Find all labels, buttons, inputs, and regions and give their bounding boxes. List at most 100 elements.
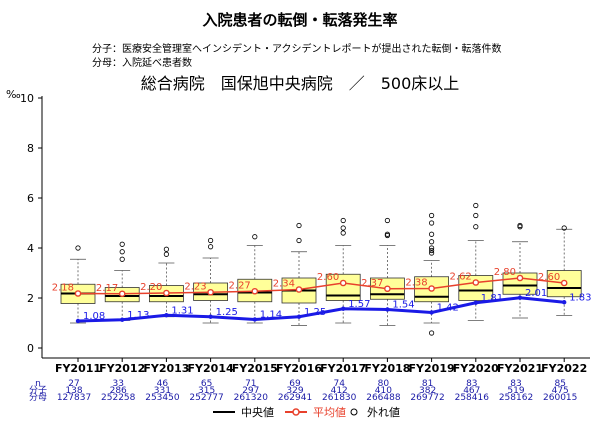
hospital-series-line bbox=[77, 296, 565, 323]
outlier-point bbox=[208, 237, 214, 244]
outlier-point bbox=[517, 222, 523, 229]
hospital-data-label: 1.13 bbox=[127, 310, 149, 321]
outlier-point bbox=[252, 234, 258, 240]
x-tick-label: FY2022 bbox=[541, 362, 587, 375]
mean-data-label: 2.37 bbox=[361, 278, 383, 289]
mean-point bbox=[428, 285, 435, 292]
legend-median-swatch bbox=[213, 411, 235, 413]
count-n-value: 71 bbox=[245, 379, 256, 389]
hospital-data-label: 1.83 bbox=[569, 292, 591, 303]
hospital-subtitle: 総合病院 国保旭中央病院 ／ 500床以上 bbox=[140, 74, 460, 93]
mean-data-label: 2.62 bbox=[450, 272, 472, 283]
x-tick-label: FY2012 bbox=[99, 362, 145, 375]
outlier-point bbox=[428, 250, 435, 256]
mean-data-label: 2.80 bbox=[494, 267, 516, 278]
count-n-value: 83 bbox=[466, 379, 477, 389]
outlier-point bbox=[119, 249, 125, 255]
x-tick-label: FY2017 bbox=[320, 362, 366, 375]
count-n-value: 81 bbox=[422, 379, 433, 389]
count-n-value: 69 bbox=[289, 379, 301, 389]
outlier-point bbox=[340, 225, 346, 231]
hospital-data-label: 1.14 bbox=[260, 310, 282, 321]
count-numerator-value: 382 bbox=[419, 386, 436, 396]
count-numerator-value: 286 bbox=[110, 386, 127, 396]
mean-data-label: 2.20 bbox=[140, 282, 162, 293]
x-tick-label: FY2018 bbox=[364, 362, 410, 375]
legend-item-median: 中央値 bbox=[213, 404, 274, 420]
mean-point bbox=[163, 289, 170, 297]
count-denominator-value: 258416 bbox=[455, 393, 490, 403]
y-tick-label: 8 bbox=[27, 142, 34, 155]
mean-data-label: 2.38 bbox=[405, 278, 427, 289]
outlier-point bbox=[473, 224, 479, 230]
mean-data-label: 2.60 bbox=[317, 272, 339, 283]
mean-point bbox=[339, 279, 347, 287]
hospital-point bbox=[517, 295, 523, 300]
outlier-point bbox=[340, 230, 346, 236]
count-denominator-label: 分母 bbox=[29, 392, 47, 403]
chart-title: 入院患者の転倒・転落発生率 bbox=[202, 11, 398, 29]
outlier-point bbox=[119, 241, 125, 247]
count-n-value: 65 bbox=[201, 379, 212, 389]
count-numerator-label: 分子 bbox=[29, 385, 47, 396]
count-n-value: 85 bbox=[554, 379, 565, 389]
y-tick-label: 10 bbox=[20, 92, 34, 105]
x-tick-label: FY2021 bbox=[497, 362, 543, 375]
outlier-point bbox=[119, 256, 125, 262]
hospital-point bbox=[429, 310, 434, 315]
hospital-point bbox=[562, 300, 567, 305]
count-denominator-value: 261320 bbox=[234, 393, 269, 403]
y-tick-label: 4 bbox=[27, 242, 34, 255]
outlier-point bbox=[296, 237, 302, 244]
mean-point bbox=[384, 285, 391, 293]
outlier-point bbox=[296, 222, 302, 229]
mean-data-label: 2.34 bbox=[273, 279, 295, 290]
mean-series-line bbox=[77, 277, 565, 295]
mean-point bbox=[74, 290, 82, 297]
count-n-label: n bbox=[35, 379, 41, 389]
count-denominator-value: 262941 bbox=[278, 393, 312, 403]
hospital-data-label: 1.25 bbox=[216, 307, 238, 318]
outlier-point bbox=[163, 251, 169, 257]
hospital-data-label: 1.57 bbox=[348, 299, 370, 310]
count-denominator-value: 252777 bbox=[189, 393, 223, 403]
count-denominator-value: 127837 bbox=[57, 393, 91, 403]
count-numerator-value: 410 bbox=[375, 386, 392, 396]
mean-data-label: 2.60 bbox=[538, 272, 560, 283]
x-tick-label: FY2011 bbox=[55, 362, 101, 375]
hospital-point bbox=[385, 307, 390, 312]
mean-data-label: 2.18 bbox=[52, 283, 74, 294]
outlier-point bbox=[473, 202, 479, 209]
mean-point bbox=[207, 288, 214, 296]
mean-point bbox=[295, 286, 303, 293]
outlier-point bbox=[428, 330, 435, 336]
hospital-data-label: 1.08 bbox=[83, 311, 105, 322]
count-denominator-value: 252258 bbox=[101, 393, 136, 403]
x-tick-label: FY2020 bbox=[453, 362, 499, 375]
x-tick-label: FY2019 bbox=[409, 362, 455, 375]
count-denominator-value: 266488 bbox=[366, 393, 401, 403]
mean-data-label: 2.17 bbox=[96, 283, 118, 294]
hospital-point bbox=[75, 318, 81, 324]
count-denominator-value: 261830 bbox=[322, 393, 357, 403]
count-numerator-value: 412 bbox=[331, 386, 348, 396]
hospital-data-label: 1.81 bbox=[481, 293, 503, 304]
hospital-point bbox=[120, 317, 125, 322]
count-numerator-value: 475 bbox=[552, 386, 569, 396]
hospital-data-label: 1.54 bbox=[392, 300, 414, 311]
count-numerator-value: 297 bbox=[242, 386, 259, 396]
outlier-point bbox=[428, 247, 435, 254]
hospital-point bbox=[473, 300, 478, 305]
legend: 中央値 平均値 外れ値 bbox=[0, 404, 600, 420]
count-n-value: 46 bbox=[157, 379, 169, 389]
legend-mean-swatch bbox=[285, 408, 307, 416]
y-tick-label: 0 bbox=[27, 342, 34, 355]
mean-point bbox=[560, 279, 568, 287]
x-tick-label: FY2014 bbox=[188, 362, 234, 375]
count-numerator-value: 315 bbox=[198, 386, 215, 396]
outlier-point bbox=[428, 239, 435, 245]
hospital-data-label: 2.01 bbox=[525, 288, 547, 299]
legend-mean-label: 平均値 bbox=[313, 406, 346, 419]
mean-point bbox=[118, 290, 126, 298]
count-n-value: 74 bbox=[333, 379, 345, 389]
